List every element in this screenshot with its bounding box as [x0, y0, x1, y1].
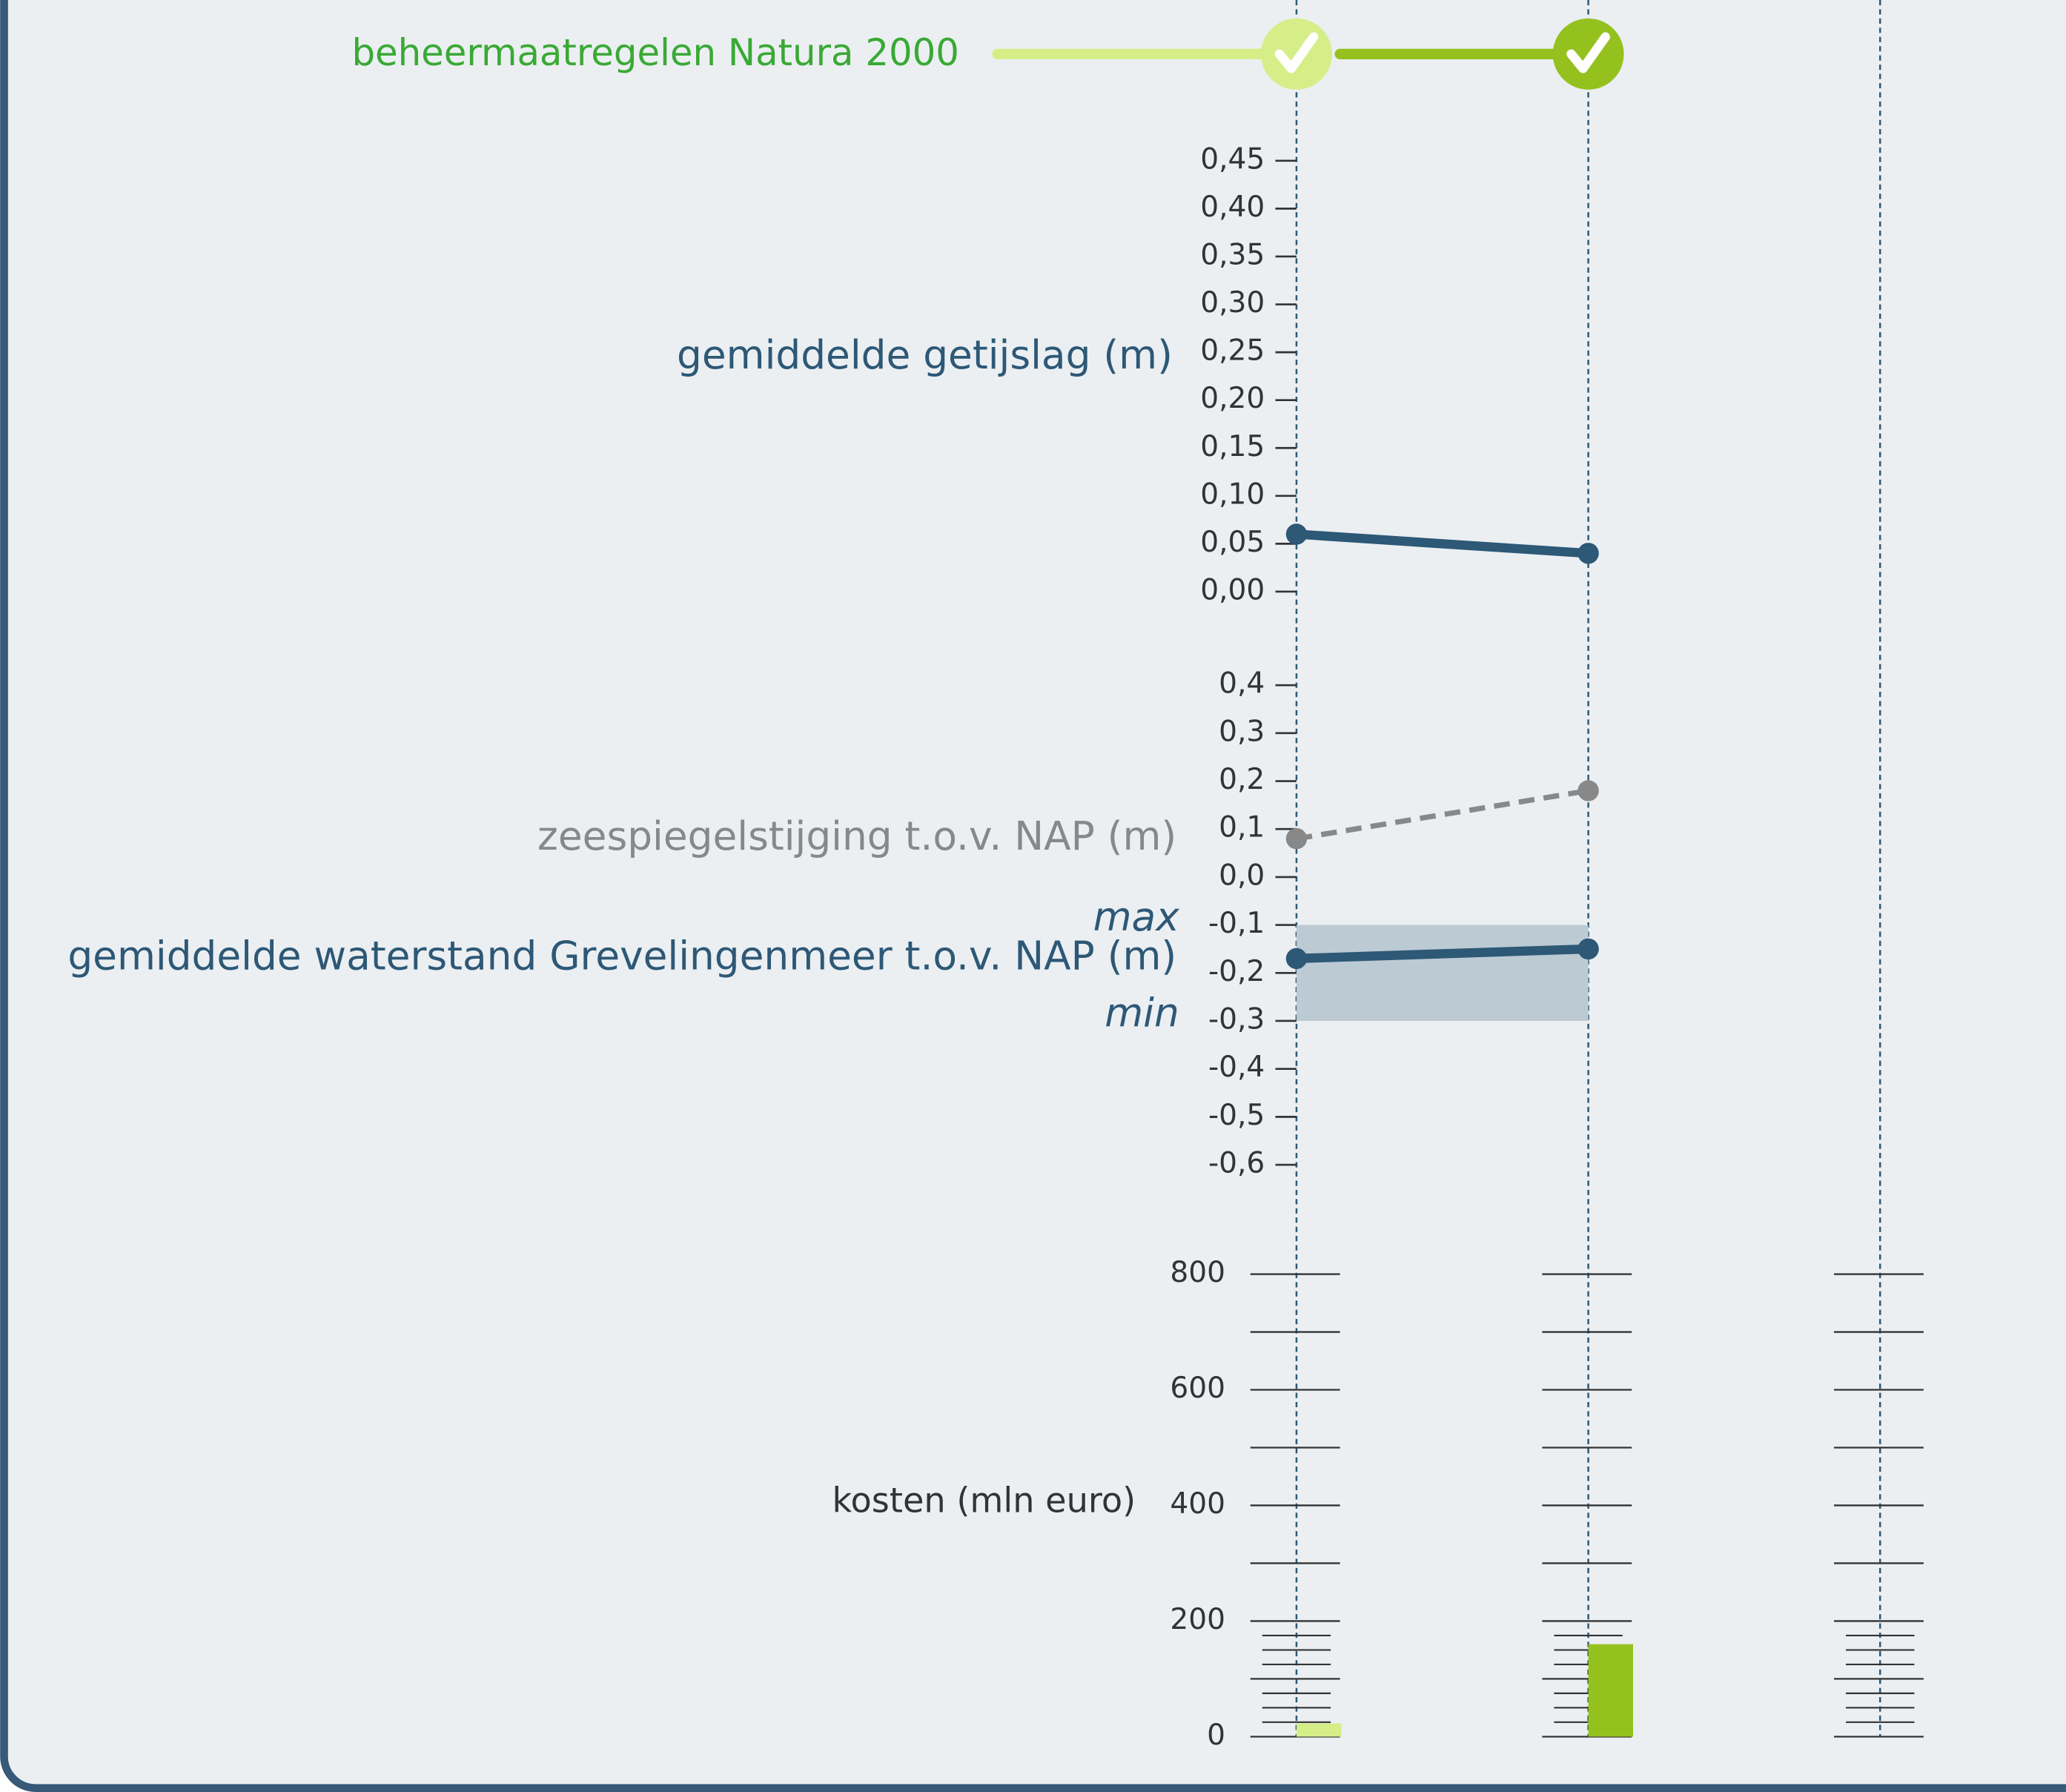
y-axis-label: kosten (mln euro)	[832, 1480, 1136, 1520]
y-tick-label: 0,35	[1200, 238, 1265, 271]
data-point	[1577, 780, 1599, 801]
series-line	[1296, 944, 1589, 964]
y-tick-label: -0,3	[1208, 1002, 1265, 1036]
y-tick-label: -0,1	[1208, 907, 1265, 940]
series-label: gemiddelde waterstand Grevelingenmeer t.…	[67, 933, 1176, 979]
y-tick-label: 0,2	[1219, 763, 1265, 796]
series-label: zeespiegelstijging t.o.v. NAP (m)	[537, 813, 1176, 859]
data-point	[1285, 827, 1308, 850]
y-tick-label: 0,20	[1200, 382, 1265, 415]
y-axis-label: gemiddelde getijslag (m)	[677, 332, 1173, 378]
y-tick-label: 0,30	[1200, 286, 1265, 320]
y-tick-label: 800	[1170, 1256, 1225, 1289]
band-min-label: min	[1105, 991, 1179, 1036]
y-tick-label: -0,6	[1208, 1147, 1265, 1180]
y-tick-label: 400	[1170, 1487, 1225, 1521]
y-tick-label: -0,2	[1208, 955, 1265, 988]
y-tick-label: 0	[1207, 1719, 1225, 1752]
y-tick-label: 0,0	[1219, 859, 1265, 892]
y-tick-label: 0,45	[1200, 142, 1265, 176]
y-tick-label: 0,40	[1200, 191, 1265, 224]
natura-label: beheermaatregelen Natura 2000	[351, 31, 958, 74]
y-tick-label: -0,4	[1208, 1051, 1265, 1084]
y-tick-label: 600	[1170, 1372, 1225, 1405]
y-tick-label: 0,1	[1219, 811, 1265, 844]
range-band	[1296, 925, 1589, 1021]
data-point	[1577, 938, 1599, 960]
y-tick-label: 0,15	[1200, 430, 1265, 463]
y-tick-label: 0,4	[1219, 667, 1265, 701]
data-point	[1285, 523, 1308, 545]
check-icon	[1274, 32, 1319, 73]
band-max-label: max	[1093, 894, 1180, 940]
data-point	[1285, 948, 1308, 970]
y-tick-label: 200	[1170, 1603, 1225, 1636]
y-tick-label: 0,05	[1200, 526, 1265, 559]
check-icon	[1566, 32, 1610, 73]
data-point	[1577, 543, 1599, 564]
y-tick-label: 0,00	[1200, 573, 1265, 606]
y-tick-label: 0,10	[1200, 477, 1265, 511]
bar	[1588, 1644, 1634, 1737]
bar	[1296, 1723, 1342, 1737]
series-line	[1296, 529, 1589, 558]
y-tick-label: 0,3	[1219, 715, 1265, 748]
y-tick-label: -0,5	[1208, 1099, 1265, 1132]
y-tick-label: 0,25	[1200, 334, 1265, 368]
